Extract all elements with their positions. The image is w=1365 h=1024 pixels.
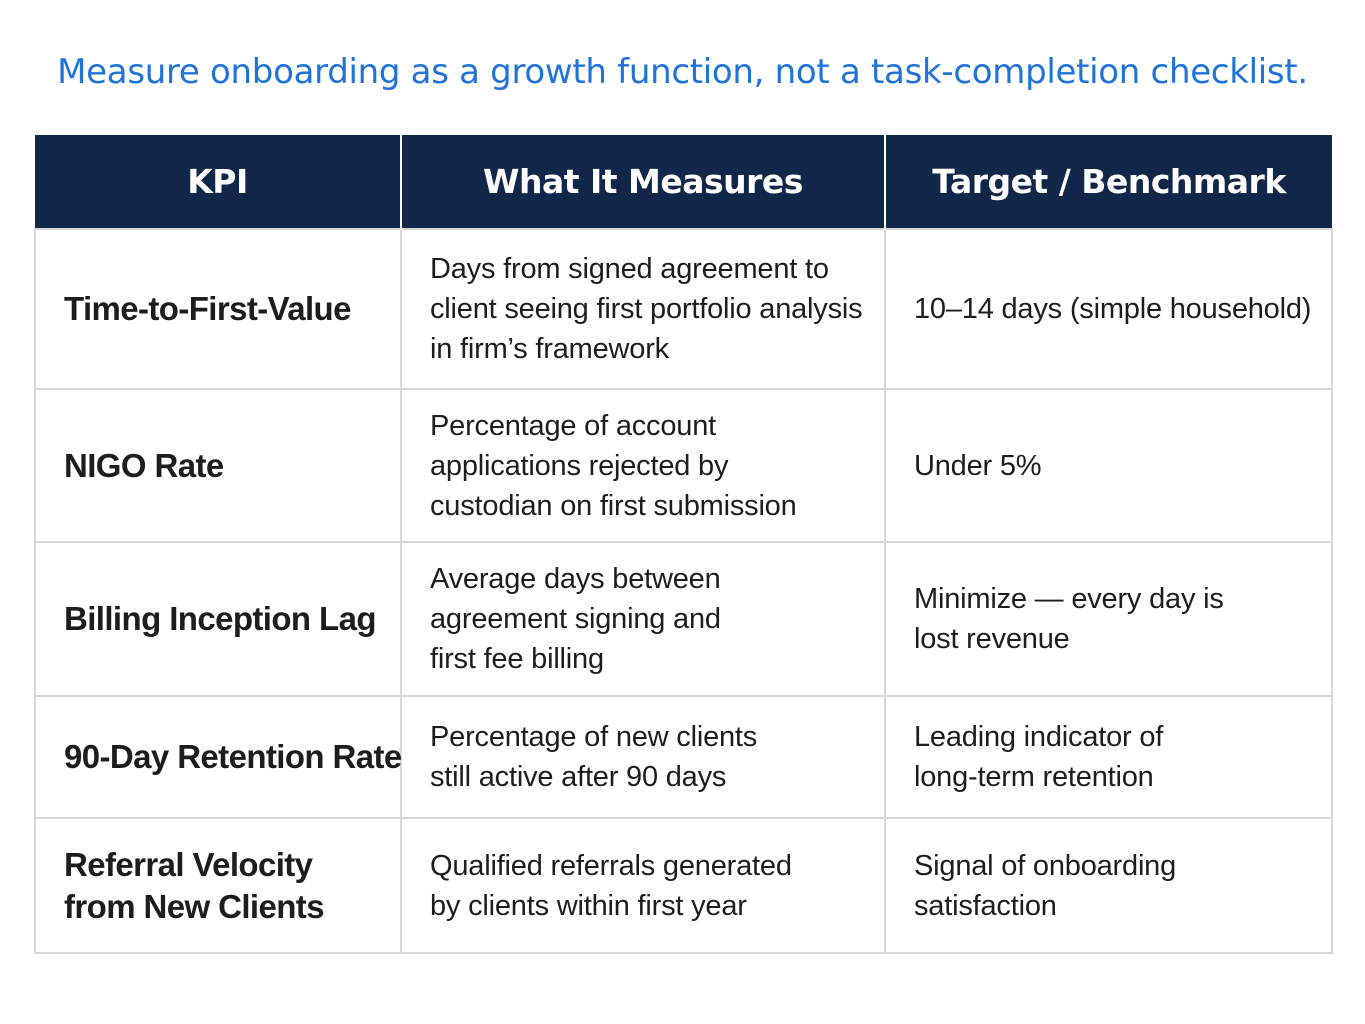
measure-text: Average days between bbox=[430, 563, 721, 595]
target-text: long-term retention bbox=[914, 761, 1154, 793]
measure-cell: Qualified referrals generated by clients… bbox=[400, 817, 886, 954]
measure-text: agreement signing and bbox=[430, 603, 721, 635]
table-row: Billing Inception Lag Average days betwe… bbox=[34, 541, 1333, 697]
measure-cell: Average days between agreement signing a… bbox=[400, 541, 886, 697]
table-row: 90-Day Retention Rate Percentage of new … bbox=[34, 695, 1333, 819]
column-header-target-benchmark: Target / Benchmark bbox=[884, 135, 1332, 229]
target-cell: Signal of onboarding satisfaction bbox=[884, 817, 1333, 954]
target-text: Under 5% bbox=[914, 449, 1042, 482]
measure-text: first fee billing bbox=[430, 643, 604, 675]
measure-text: custodian on first submission bbox=[430, 489, 797, 522]
measure-text: Days from signed agreement to bbox=[430, 253, 829, 285]
page-headline: Measure onboarding as a growth function,… bbox=[57, 52, 1308, 92]
kpi-cell: Time-to-First-Value bbox=[34, 228, 402, 390]
table-row: Time-to-First-Value Days from signed agr… bbox=[34, 228, 1333, 390]
measure-cell: Percentage of account applications rejec… bbox=[400, 388, 886, 543]
measure-text: still active after 90 days bbox=[430, 761, 727, 793]
kpi-table: KPI What It Measures Target / Benchmark … bbox=[34, 135, 1333, 954]
measure-text: client seeing first portfolio analysis bbox=[430, 293, 863, 325]
target-text: 10–14 days (simple household) bbox=[914, 293, 1312, 325]
measure-cell: Days from signed agreement to client see… bbox=[400, 228, 886, 390]
measure-text: in firm’s framework bbox=[430, 333, 669, 365]
kpi-cell: 90-Day Retention Rate bbox=[34, 695, 402, 819]
measure-text: Percentage of account bbox=[430, 409, 716, 442]
kpi-cell: NIGO Rate bbox=[34, 388, 402, 543]
measure-cell: Percentage of new clients still active a… bbox=[400, 695, 886, 819]
table-row: NIGO Rate Percentage of account applicat… bbox=[34, 388, 1333, 543]
measure-text: applications rejected by bbox=[430, 449, 729, 482]
target-cell: Under 5% bbox=[884, 388, 1333, 543]
kpi-label: from New Clients bbox=[64, 887, 325, 925]
measure-text: by clients within first year bbox=[430, 889, 747, 922]
kpi-label: 90-Day Retention Rate bbox=[64, 738, 402, 775]
kpi-label: NIGO Rate bbox=[64, 446, 224, 484]
kpi-label: Referral Velocity bbox=[64, 845, 313, 883]
kpi-label: Billing Inception Lag bbox=[64, 600, 376, 637]
target-text: Minimize — every day is bbox=[914, 583, 1224, 615]
table-row: Referral Velocity from New Clients Quali… bbox=[34, 817, 1333, 954]
column-header-kpi: KPI bbox=[35, 135, 401, 229]
kpi-cell: Billing Inception Lag bbox=[34, 541, 402, 697]
table-header-row: KPI What It Measures Target / Benchmark bbox=[35, 135, 1332, 229]
target-text: Leading indicator of bbox=[914, 721, 1164, 753]
target-cell: 10–14 days (simple household) bbox=[884, 228, 1333, 390]
column-header-what-it-measures: What It Measures bbox=[400, 135, 885, 229]
target-cell: Minimize — every day is lost revenue bbox=[884, 541, 1333, 697]
measure-text: Percentage of new clients bbox=[430, 721, 758, 753]
kpi-cell: Referral Velocity from New Clients bbox=[34, 817, 402, 954]
kpi-label: Time-to-First-Value bbox=[64, 290, 351, 327]
target-text: Signal of onboarding bbox=[914, 849, 1177, 882]
target-cell: Leading indicator of long-term retention bbox=[884, 695, 1333, 819]
target-text: lost revenue bbox=[914, 623, 1070, 655]
measure-text: Qualified referrals generated bbox=[430, 849, 792, 882]
target-text: satisfaction bbox=[914, 889, 1057, 922]
